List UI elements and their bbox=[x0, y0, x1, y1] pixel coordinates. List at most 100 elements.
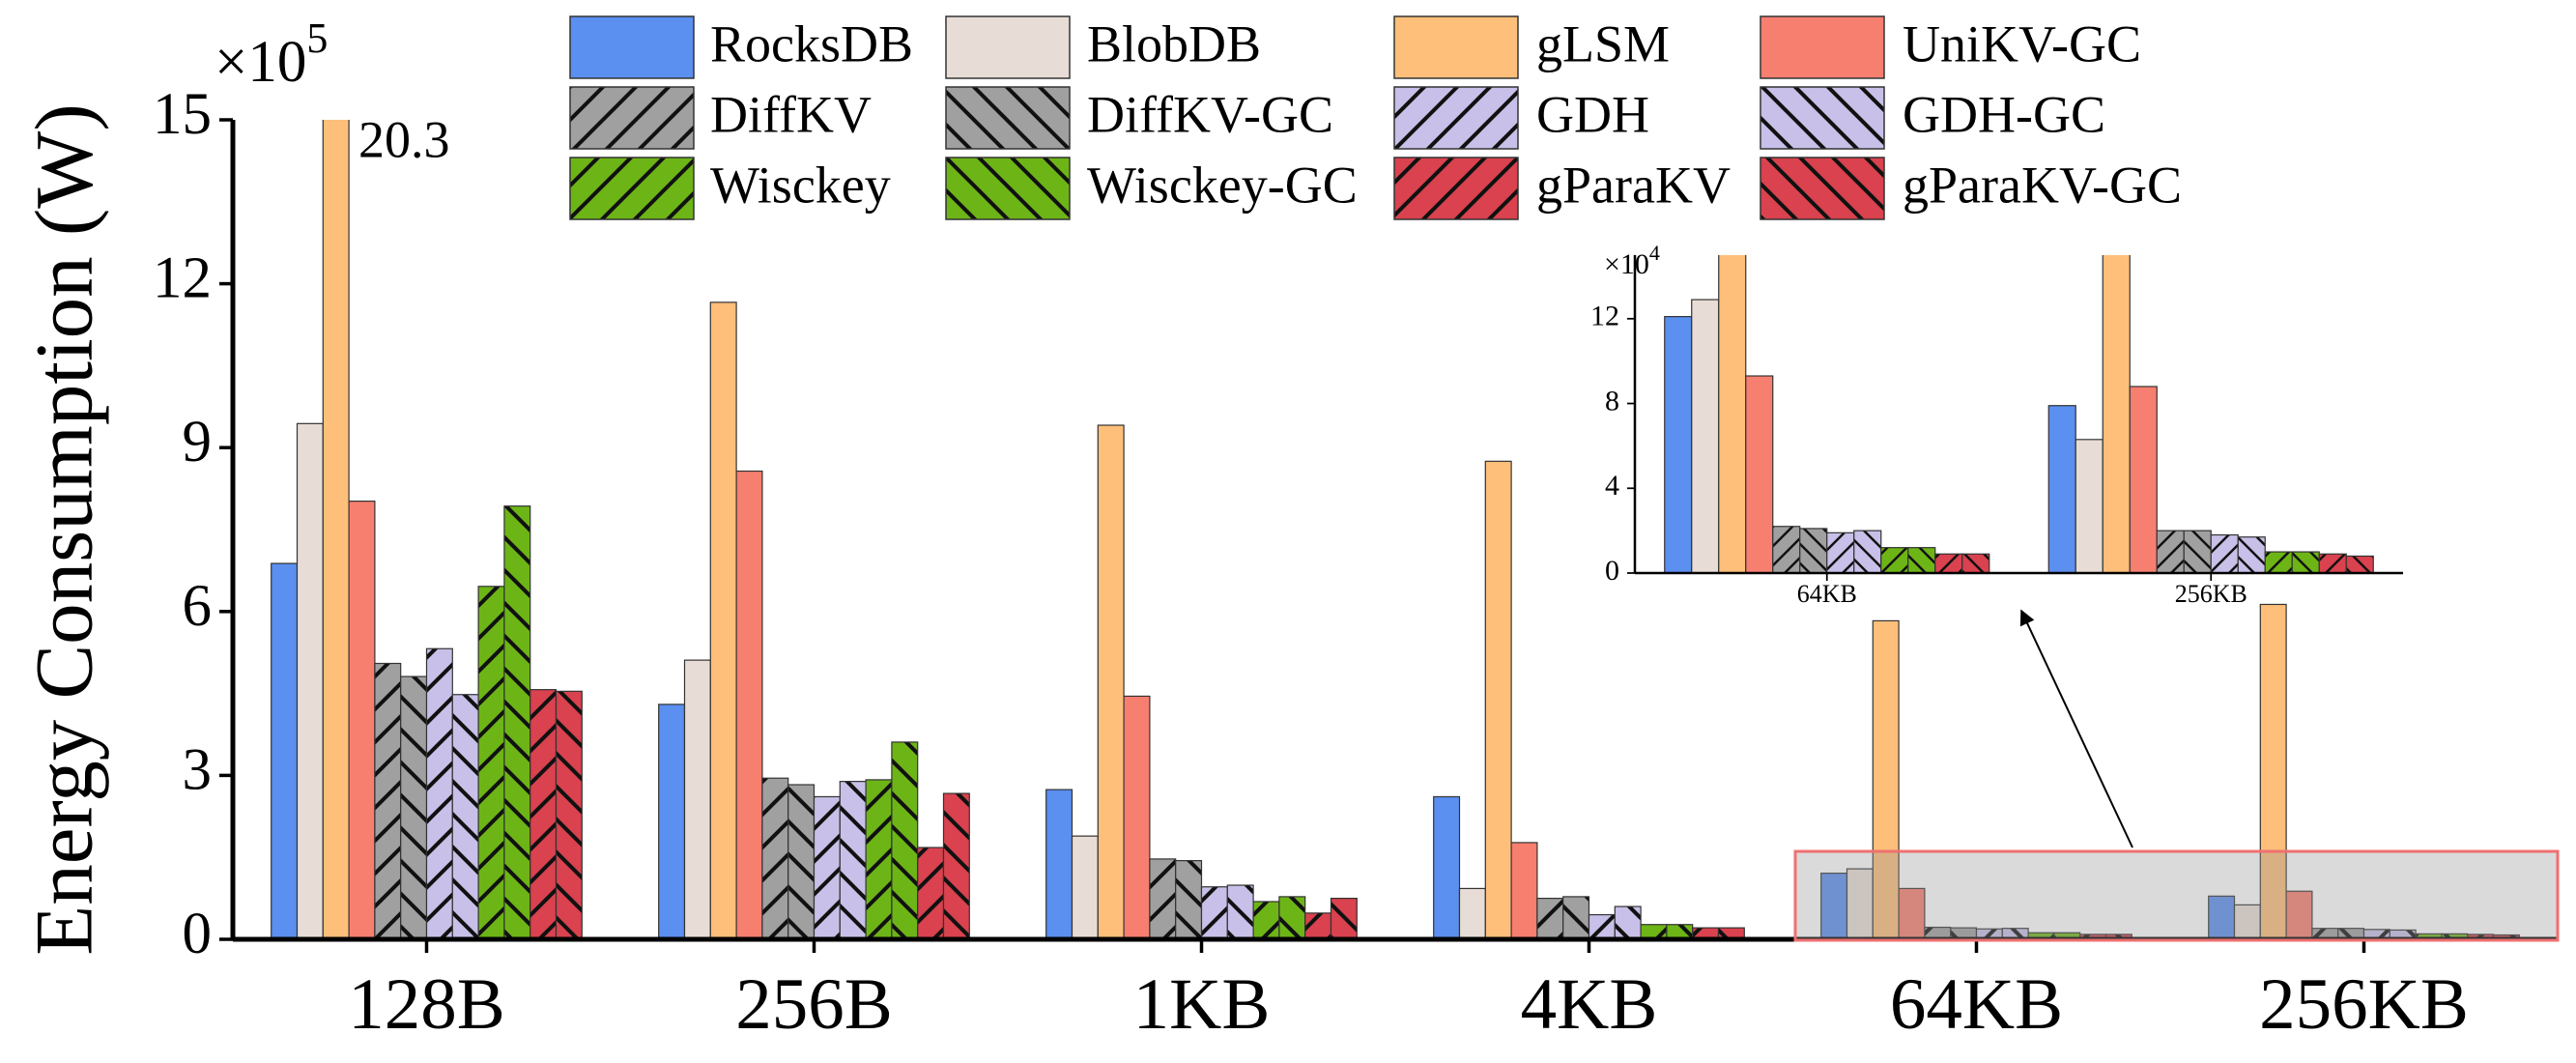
bar bbox=[400, 675, 428, 939]
x-tick-label: 64KB bbox=[1890, 964, 2063, 1045]
legend-swatch bbox=[945, 86, 1071, 150]
y-tick-label: 9 bbox=[183, 410, 213, 474]
bar bbox=[1898, 887, 1926, 939]
legend-swatch bbox=[945, 15, 1071, 79]
bar bbox=[1664, 316, 1693, 573]
bar bbox=[296, 422, 324, 939]
bar bbox=[2210, 533, 2239, 573]
bar bbox=[1691, 299, 1720, 573]
multiplier-base: ×10 bbox=[215, 30, 306, 95]
bar bbox=[917, 847, 945, 939]
multiplier-exponent: 5 bbox=[306, 14, 328, 62]
bar bbox=[2237, 536, 2266, 573]
bar bbox=[374, 662, 402, 939]
bar bbox=[1934, 553, 1963, 573]
bar bbox=[1907, 547, 1936, 573]
bar bbox=[1149, 858, 1177, 939]
bar bbox=[1123, 695, 1151, 939]
bar bbox=[1826, 532, 1855, 573]
bar bbox=[1961, 553, 1990, 573]
bar bbox=[761, 777, 789, 939]
bar bbox=[1799, 528, 1828, 573]
legend-label: DiffKV-GC bbox=[1087, 85, 1333, 143]
bar bbox=[2291, 551, 2320, 573]
x-tick-label: 256KB bbox=[2175, 580, 2247, 608]
bar bbox=[1820, 872, 1848, 939]
x-tick-label: 64KB bbox=[1797, 580, 1857, 608]
bar bbox=[1588, 913, 1616, 939]
bar bbox=[865, 779, 893, 939]
legend-swatch bbox=[569, 86, 695, 150]
inset-plot: 0 4 8 12 64KB 256KB bbox=[1590, 255, 2403, 608]
y-multiplier: ×105 bbox=[215, 14, 328, 95]
bar bbox=[1484, 460, 1512, 939]
bar bbox=[1433, 795, 1461, 939]
multiplier-exponent: 4 bbox=[1649, 241, 1660, 265]
legend-swatch bbox=[569, 15, 695, 79]
main-plot: 0 3 6 9 12 15 128B 256B 1KB 4KB 64KB 256KB 20.3 bbox=[153, 82, 2558, 1045]
bar bbox=[1772, 526, 1801, 573]
bar bbox=[1536, 897, 1564, 939]
bar bbox=[425, 647, 453, 939]
legend-swatch bbox=[945, 157, 1071, 220]
bar bbox=[1045, 789, 1073, 939]
y-axis-label: Energy Consumption (W) bbox=[19, 103, 110, 955]
bar bbox=[2285, 890, 2313, 939]
y-tick-label: 15 bbox=[153, 82, 212, 147]
bar bbox=[555, 690, 583, 939]
legend-label: DiffKV bbox=[710, 85, 872, 143]
bar bbox=[1330, 897, 1358, 939]
bar bbox=[477, 586, 505, 939]
y-tick-label: 0 bbox=[1605, 555, 1619, 587]
bar bbox=[1872, 619, 1900, 939]
legend-label: gLSM bbox=[1536, 14, 1670, 72]
bar bbox=[1071, 835, 1099, 939]
bar bbox=[2102, 255, 2131, 573]
bar bbox=[658, 704, 686, 939]
bars bbox=[271, 120, 2520, 939]
bar bbox=[1745, 375, 1774, 573]
bar bbox=[839, 781, 867, 939]
x-tick-label: 4KB bbox=[1521, 964, 1658, 1045]
bar bbox=[451, 694, 479, 939]
bar bbox=[2264, 551, 2293, 573]
legend-swatch bbox=[1760, 157, 1885, 220]
bar bbox=[271, 562, 299, 939]
bar bbox=[709, 302, 737, 939]
bar bbox=[503, 505, 531, 939]
bar bbox=[2156, 530, 2185, 573]
multiplier-base: ×10 bbox=[1604, 248, 1649, 280]
bar bbox=[1226, 884, 1254, 939]
bar bbox=[2075, 439, 2104, 573]
bar bbox=[1458, 887, 1486, 939]
bar bbox=[813, 795, 841, 939]
inset-multiplier: ×104 bbox=[1604, 241, 1660, 280]
bar bbox=[1278, 896, 1306, 939]
bar bbox=[1304, 912, 1332, 939]
y-tick-label: 8 bbox=[1605, 385, 1619, 417]
y-tick-label: 0 bbox=[183, 902, 213, 966]
zoom-arrow bbox=[2019, 609, 2133, 848]
bar bbox=[1853, 530, 1882, 573]
x-tick-label: 1KB bbox=[1133, 964, 1271, 1045]
bar bbox=[1614, 905, 1642, 939]
bar bbox=[735, 470, 763, 939]
legend-label: gParaKV bbox=[1536, 156, 1731, 214]
bar bbox=[2047, 405, 2076, 573]
bar bbox=[2345, 555, 2374, 573]
zoom-highlight bbox=[1793, 849, 2560, 942]
legend: RocksDB BlobDB gLSM UniKV-GC DiffKV DiffKV-GC… bbox=[569, 14, 2182, 220]
bar bbox=[1510, 842, 1538, 939]
bar bbox=[1880, 547, 1909, 573]
legend-label: UniKV-GC bbox=[1903, 14, 2141, 72]
legend-label: RocksDB bbox=[710, 14, 913, 72]
x-tick-label: 128B bbox=[348, 964, 505, 1045]
bar bbox=[683, 659, 711, 939]
y-tick-label: 12 bbox=[153, 246, 212, 311]
x-tick-label: 256B bbox=[735, 964, 893, 1045]
legend-label: GDH bbox=[1536, 85, 1649, 143]
bar bbox=[1252, 901, 1280, 939]
legend-label: Wisckey-GC bbox=[1087, 156, 1358, 214]
legend-swatch bbox=[1393, 157, 1519, 220]
